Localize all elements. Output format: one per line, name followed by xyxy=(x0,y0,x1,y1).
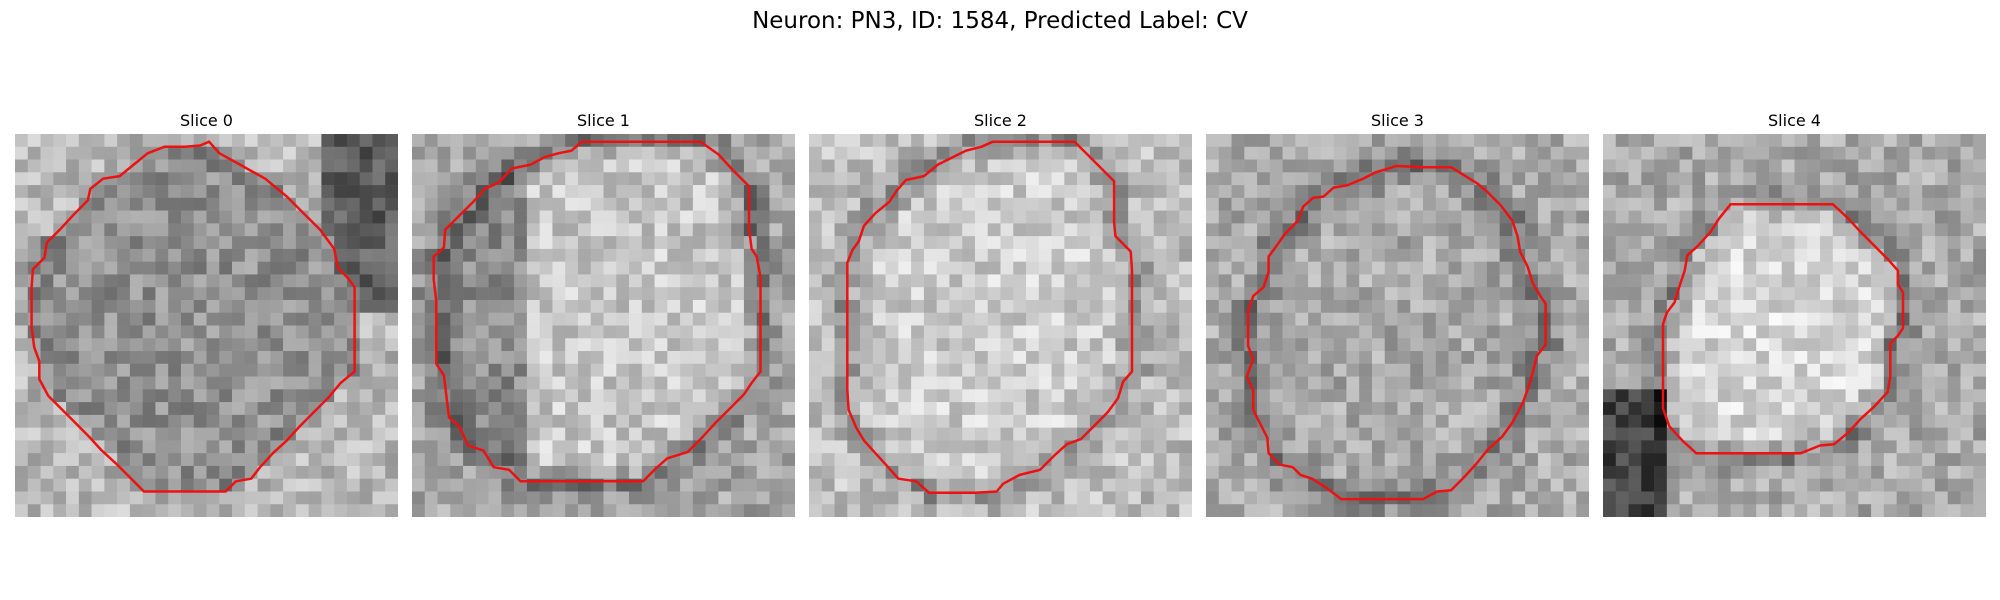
slice-image-svg xyxy=(809,134,1192,517)
slice-title: Slice 3 xyxy=(1371,111,1424,130)
cell-contour xyxy=(30,140,356,493)
pixel-grid xyxy=(15,134,398,517)
slice-panel-4: Slice 4 xyxy=(1603,110,1986,517)
slice-title: Slice 1 xyxy=(577,111,630,130)
pixel-grid xyxy=(809,134,1192,517)
cell-contour xyxy=(432,140,762,483)
pixel-grid xyxy=(1206,134,1589,517)
pixel-grid xyxy=(412,134,795,517)
slice-title: Slice 2 xyxy=(974,111,1027,130)
slice-image-svg xyxy=(15,134,398,517)
slice-image xyxy=(1603,134,1986,517)
slice-panel-1: Slice 1 xyxy=(412,110,795,517)
cell-contour xyxy=(1661,202,1905,455)
slice-image xyxy=(809,134,1192,517)
slice-panel-3: Slice 3 xyxy=(1206,110,1589,517)
slice-title: Slice 4 xyxy=(1768,111,1821,130)
figure-title: Neuron: PN3, ID: 1584, Predicted Label: … xyxy=(752,8,1248,34)
slice-image xyxy=(15,134,398,517)
slice-image-svg xyxy=(1603,134,1986,517)
slice-image xyxy=(412,134,795,517)
slice-panel-0: Slice 0 xyxy=(15,110,398,517)
slice-image-svg xyxy=(412,134,795,517)
pixel-grid xyxy=(1603,134,1986,517)
slice-panel-2: Slice 2 xyxy=(809,110,1192,517)
slice-image-svg xyxy=(1206,134,1589,517)
cell-contour xyxy=(1245,164,1547,501)
slice-image xyxy=(1206,134,1589,517)
cell-contour xyxy=(846,140,1134,494)
slice-title: Slice 0 xyxy=(180,111,233,130)
